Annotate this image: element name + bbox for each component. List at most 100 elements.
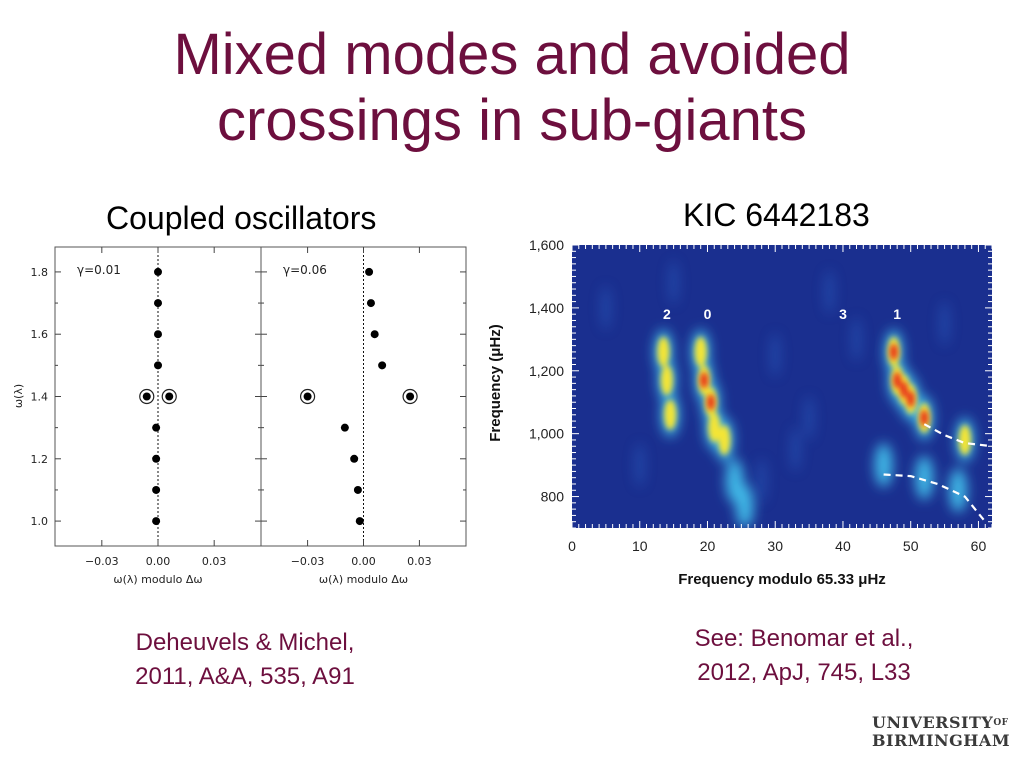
data-point [353,485,362,494]
data-point-ring [139,388,155,405]
ridge-core [708,412,721,443]
ridge-core [958,424,971,455]
x-tick-label: 50 [903,538,919,554]
ridge-core [694,336,707,367]
noise-streak [600,285,611,330]
data-point [340,423,349,432]
noise-streak [824,270,835,315]
ridge-core [657,336,670,367]
mode-degree-label: 2 [663,306,671,322]
y-axis-label: Frequency (μHz) [487,324,504,442]
x-tick-label: 0 [568,538,576,554]
ridge-peak [899,381,908,398]
ridge-core [660,365,673,396]
ridge-glow [915,455,934,500]
data-point [152,423,161,432]
x-tick-label: 0.00 [146,555,171,568]
ridge-peak [700,372,709,389]
mode-degree-label: 3 [839,306,847,322]
data-point-ring [299,388,316,405]
title-line-1: Mixed modes and avoided [173,22,851,87]
y-tick-label: 1,600 [529,237,564,253]
right-heading: KIC 6442183 [683,197,870,233]
x-tick-label: −0.03 [85,555,119,568]
ridge-peak [889,343,898,360]
data-point [355,517,364,526]
slide-title: Mixed modes and avoided crossings in sub… [0,22,1024,154]
data-point [154,299,162,308]
ridge-glow [949,468,968,513]
panel-gamma-label: γ=0.01 [77,263,121,277]
data-point [152,517,161,526]
x-tick-label: 20 [700,538,716,554]
data-point [154,330,162,339]
data-point [154,361,162,370]
data-point [142,392,151,401]
x-tick-label: 60 [971,538,987,554]
ridge-peak-layer [700,343,929,426]
data-point [154,267,162,276]
noise-streak [668,260,679,305]
y-tick-label: 1.2 [31,453,49,466]
y-tick-label: 1.6 [31,328,49,341]
y-tick-label: 1.4 [31,391,49,404]
x-tick-label: 0.03 [202,555,227,568]
data-point-ring [161,388,177,405]
x-tick-label: 10 [632,538,648,554]
data-point [152,454,161,463]
data-point-ring [402,388,418,405]
ridge-core [664,399,677,430]
left-citation-line-1: Deheuvels & Michel, [135,629,355,656]
ridge-peak [920,409,929,426]
x-axis-label: Frequency modulo 65.33 μHz [678,571,886,588]
logo-university: UNIVERSITY [872,713,994,732]
avoided-crossing-dashed-curve [883,473,987,523]
kic-heatmap-chart: 2 0 3 10 10 20 30 40 50 608001,0001,2001,4001,600… [487,237,993,588]
noise-streak [851,317,862,362]
mode-degree-label: 0 [704,306,712,322]
title-line-2: crossings in sub-giants [217,88,807,153]
x-tick-label: 0.03 [407,555,432,568]
background-streaks [600,260,950,503]
left-citation-line-2: 2011, A&A, 535, A91 [135,663,355,690]
data-point [350,454,359,463]
x-tick-label: 40 [835,538,851,554]
noise-streak [939,301,950,346]
right-citation-line-2: 2012, ApJ, 745, L33 [697,659,911,686]
data-point [378,361,387,370]
y-tick-label: 1,000 [529,426,564,442]
x-tick-label: 30 [767,538,783,554]
data-point [406,392,415,401]
y-axis-label: ω(λ) [12,384,25,408]
coupled-oscillators-chart: −0.03 0.00 0.03ω(λ) modulo Δω1.01.21.41.61… [12,246,467,586]
logo-of: OF [993,718,1009,728]
ridge-peak [906,391,915,408]
right-citation: See: Benomar et al., 2012, ApJ, 745, L33 [654,622,954,690]
logo-birmingham: BIRMINGHAM [872,731,1011,750]
heatmap-plot-area [600,260,992,528]
university-logo: UNIVERSITYOF BIRMINGHAM [872,714,1010,750]
data-point [165,392,174,401]
ridge-glow [874,443,893,488]
ridge-peak [706,394,715,411]
ridge-peak [893,372,902,389]
y-tick-label: 1,400 [529,300,564,316]
data-point [365,267,374,276]
y-tick-label: 1.0 [31,515,49,528]
y-tick-label: 800 [541,489,565,505]
x-tick-label: −0.03 [291,555,325,568]
noise-streak [804,395,815,440]
mode-degree-label: 1 [893,306,901,322]
data-point [366,299,375,308]
noise-streak [790,427,801,472]
left-heading: Coupled oscillators [106,200,377,236]
data-point [370,330,379,339]
noise-streak [634,443,645,488]
y-tick-label: 1,200 [529,363,564,379]
x-axis-label: ω(λ) modulo Δω [113,573,202,586]
data-point [152,485,161,494]
panel-gamma-label: γ=0.06 [283,263,327,277]
noise-streak [756,458,767,503]
x-axis-label: ω(λ) modulo Δω [319,573,408,586]
